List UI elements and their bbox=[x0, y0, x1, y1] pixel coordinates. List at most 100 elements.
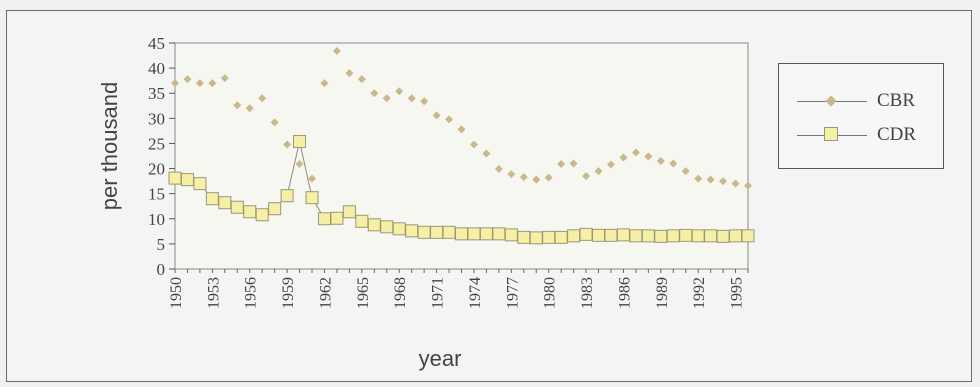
legend: CBR CDR bbox=[778, 63, 944, 169]
cbr-point bbox=[482, 149, 491, 158]
cdr-point bbox=[317, 212, 331, 226]
cbr-point bbox=[382, 94, 391, 103]
cdr-point bbox=[554, 230, 568, 244]
cbr-point bbox=[494, 165, 503, 174]
y-axis-title: per thousand bbox=[97, 82, 122, 210]
x-tick-label: 1971 bbox=[430, 277, 447, 309]
cbr-point bbox=[245, 104, 254, 113]
cbr-point bbox=[681, 167, 690, 176]
x-tick-label: 1950 bbox=[168, 277, 185, 309]
cbr-point bbox=[569, 159, 578, 168]
cbr-point bbox=[195, 79, 204, 88]
chart-frame: 0 5 10 15 20 25 30 35 40 45 1950 1953 1956 1959 1962 19… bbox=[6, 10, 972, 382]
x-tick-label: 1968 bbox=[392, 277, 409, 309]
cbr-point bbox=[656, 157, 665, 166]
cdr-point bbox=[704, 229, 718, 243]
cbr-point bbox=[370, 89, 379, 98]
y-tick-label: 45 bbox=[148, 34, 165, 53]
y-tick-label: 35 bbox=[148, 84, 165, 103]
cbr-point bbox=[731, 179, 740, 188]
cdr-point bbox=[243, 205, 257, 219]
cbr-point bbox=[345, 69, 354, 78]
legend-marker-cdr bbox=[824, 127, 838, 141]
cdr-point bbox=[654, 229, 668, 243]
cbr-point bbox=[519, 173, 528, 182]
cbr-point bbox=[320, 79, 329, 88]
cbr-point bbox=[270, 118, 279, 127]
legend-label-cbr: CBR bbox=[877, 90, 916, 111]
cdr-point bbox=[579, 227, 593, 241]
x-tick-label: 1995 bbox=[729, 277, 746, 309]
cbr-point bbox=[544, 173, 553, 182]
cdr-point bbox=[604, 228, 618, 242]
cdr-point bbox=[592, 228, 606, 242]
y-tick-label: 20 bbox=[148, 160, 165, 179]
cdr-point bbox=[716, 229, 730, 243]
x-tick-label: 1974 bbox=[467, 277, 484, 309]
cdr-point bbox=[542, 230, 556, 244]
cdr-point bbox=[355, 214, 369, 228]
cdr-point bbox=[567, 229, 581, 243]
cbr-point bbox=[631, 148, 640, 157]
cdr-point bbox=[492, 227, 506, 241]
cbr-point bbox=[557, 160, 566, 169]
x-tick-label: 1977 bbox=[504, 277, 521, 309]
cbr-point bbox=[706, 175, 715, 184]
cbr-point bbox=[582, 172, 591, 181]
cbr-point bbox=[694, 174, 703, 183]
cbr-point bbox=[258, 94, 267, 103]
x-tick-label: 1980 bbox=[542, 277, 559, 309]
cdr-point bbox=[330, 211, 344, 225]
cbr-point bbox=[420, 97, 429, 106]
cdr-point bbox=[305, 191, 319, 205]
cdr-point bbox=[205, 192, 219, 206]
cbr-point bbox=[507, 170, 516, 179]
cdr-point bbox=[268, 202, 282, 216]
cbr-point bbox=[171, 79, 179, 88]
cdr-point bbox=[342, 205, 356, 219]
cbr-point bbox=[295, 160, 304, 169]
cbr-point bbox=[308, 174, 317, 183]
legend-item-cbr: CBR bbox=[779, 86, 943, 116]
cbr-point bbox=[445, 115, 454, 124]
cdr-point bbox=[504, 228, 518, 242]
cbr-point bbox=[606, 160, 615, 169]
cbr-point bbox=[395, 87, 404, 96]
cbr-point bbox=[432, 111, 441, 120]
cbr-point bbox=[208, 79, 217, 88]
cbr-point bbox=[407, 94, 416, 103]
cdr-point bbox=[392, 222, 406, 236]
cdr-point bbox=[280, 189, 294, 203]
legend-label-cdr: CDR bbox=[877, 124, 917, 145]
cdr-point bbox=[729, 229, 743, 243]
x-tick-label: 1962 bbox=[317, 277, 334, 309]
cdr-point bbox=[467, 227, 481, 241]
cbr-point bbox=[669, 159, 678, 168]
cbr-point bbox=[644, 152, 653, 161]
cbr-point bbox=[594, 167, 603, 176]
cdr-point bbox=[529, 231, 543, 245]
cdr-point bbox=[218, 196, 232, 210]
x-tick-label: 1959 bbox=[280, 277, 297, 309]
cbr-point bbox=[220, 74, 229, 83]
cdr-point bbox=[168, 171, 182, 185]
cdr-point bbox=[679, 228, 693, 242]
cbr-point bbox=[332, 47, 341, 56]
cdr-point bbox=[442, 225, 456, 239]
cdr-point bbox=[293, 134, 307, 148]
legend-marker-cbr bbox=[825, 95, 837, 107]
cdr-point bbox=[666, 229, 680, 243]
x-tick-label: 1953 bbox=[205, 277, 222, 309]
x-tick-label: 1989 bbox=[654, 277, 671, 309]
cdr-point bbox=[430, 225, 444, 239]
cdr-point bbox=[255, 208, 269, 222]
cdr-point bbox=[629, 229, 643, 243]
cbr-point bbox=[357, 75, 366, 84]
cdr-point bbox=[741, 229, 755, 243]
cbr-point bbox=[183, 75, 192, 84]
y-tick-label: 0 bbox=[157, 260, 166, 279]
cbr-point bbox=[744, 181, 752, 190]
cbr-point bbox=[469, 140, 478, 149]
cbr-point bbox=[719, 177, 728, 186]
cbr-point bbox=[233, 101, 242, 110]
